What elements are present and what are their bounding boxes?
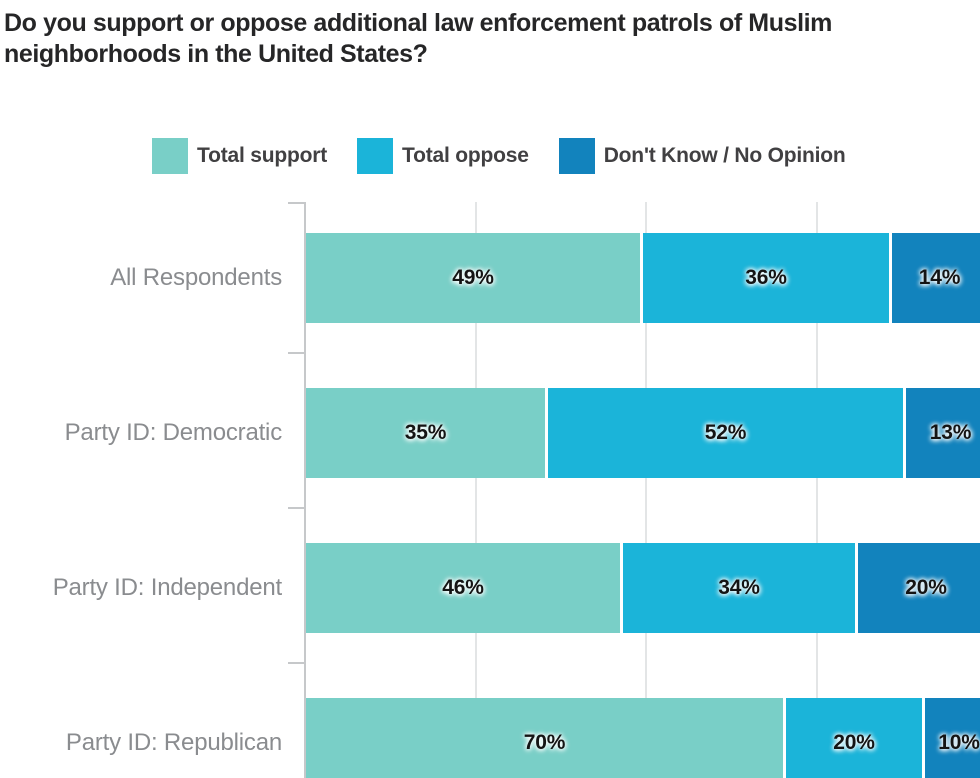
bar-segment: 14% <box>892 233 980 323</box>
y-axis-line <box>304 202 306 778</box>
bar-segment: 46% <box>306 543 620 633</box>
legend: Total support Total oppose Don't Know / … <box>152 138 846 174</box>
bar-segment: 52% <box>548 388 903 478</box>
bar-segment-value: 10% <box>938 731 980 754</box>
bar-segment: 35% <box>306 388 545 478</box>
category-label: Party ID: Independent <box>52 574 282 601</box>
bar-segment: 36% <box>643 233 889 323</box>
legend-swatch-dont-know <box>558 138 595 174</box>
legend-swatch-total-support <box>152 138 188 174</box>
legend-label-total-support: Total support <box>197 144 327 167</box>
bar-segment-value: 46% <box>442 576 484 599</box>
bar-segment-value: 36% <box>745 266 787 289</box>
bar-segment: 13% <box>906 388 980 478</box>
legend-item-total-oppose: Total oppose <box>357 138 529 174</box>
bar-row: 46% 34% 20% <box>306 543 980 633</box>
bar-segment-value: 70% <box>523 731 566 754</box>
bar-segment: 10% <box>925 698 980 778</box>
y-axis-tick-2 <box>288 507 305 509</box>
legend-label-total-oppose: Total oppose <box>402 144 529 167</box>
bar-segment-value: 14% <box>918 266 961 289</box>
legend-item-total-support: Total support <box>152 138 327 174</box>
bar-segment-value: 34% <box>718 576 760 599</box>
chart-title: Do you support or oppose additional law … <box>4 8 980 70</box>
category-label: All Respondents <box>110 264 282 291</box>
legend-label-dont-know: Don't Know / No Opinion <box>603 144 846 167</box>
legend-swatch-total-oppose <box>357 138 393 174</box>
gridline-75pct <box>815 202 818 778</box>
y-axis-tick-3 <box>288 662 305 664</box>
bar-segment: 34% <box>623 543 855 633</box>
bar-segment-value: 35% <box>404 421 447 444</box>
y-axis-tick-0 <box>288 202 305 204</box>
category-label: Party ID: Republican <box>65 729 282 756</box>
gridline-50pct <box>645 202 647 778</box>
chart-title-line-2: neighborhoods in the United States? <box>4 40 428 68</box>
bar-segment-value: 20% <box>833 731 875 754</box>
chart-title-line-1: Do you support or oppose additional law … <box>4 9 833 37</box>
bar-segment-value: 20% <box>905 576 947 599</box>
bar-row: 35% 52% 13% <box>306 388 980 478</box>
bar-segment: 20% <box>858 543 980 633</box>
category-label: Party ID: Democratic <box>64 419 283 446</box>
bar-row: 70% 20% 10% <box>306 698 980 778</box>
bar-row: 49% 36% 14% <box>306 233 980 323</box>
bar-segment-value: 13% <box>929 421 972 444</box>
gridline-25pct <box>474 202 477 778</box>
legend-item-dont-know: Don't Know / No Opinion <box>558 138 846 174</box>
bar-segment: 70% <box>306 698 783 778</box>
bar-segment-value: 49% <box>452 266 494 289</box>
bar-segment: 49% <box>306 233 640 323</box>
y-axis-tick-1 <box>288 352 305 354</box>
bar-segment-value: 52% <box>704 421 747 444</box>
bar-segment: 20% <box>786 698 922 778</box>
